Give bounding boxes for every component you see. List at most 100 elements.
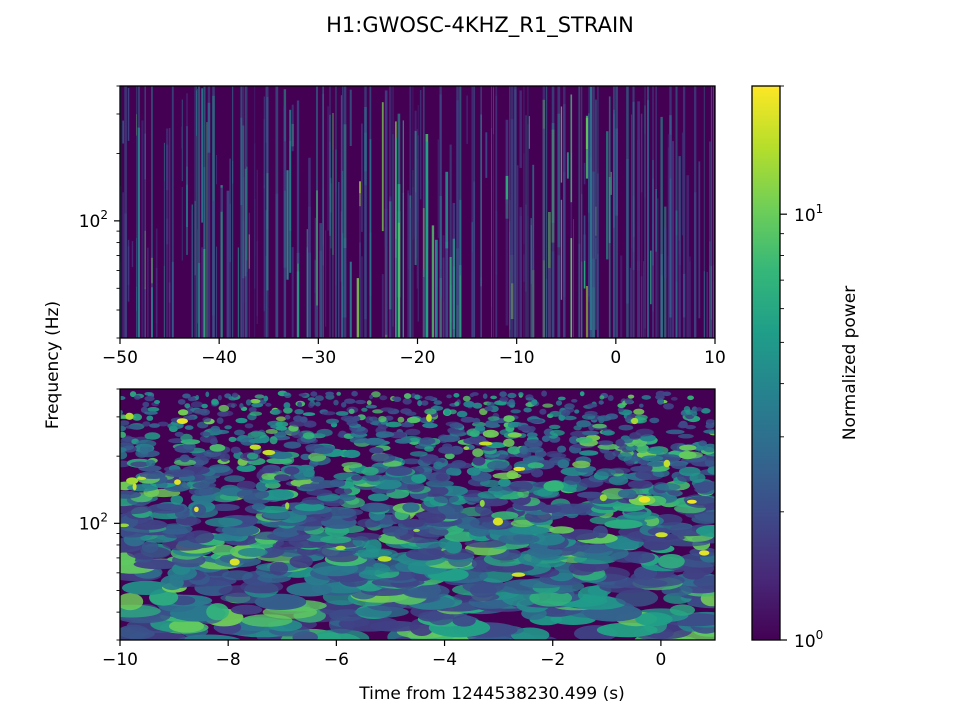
x-tick-label: −40 <box>201 348 237 368</box>
bottom-heatmap-blob <box>417 400 422 407</box>
top-heatmap-streak <box>392 86 394 338</box>
bottom-heatmap-blob <box>607 395 614 401</box>
top-heatmap-streak <box>216 155 218 185</box>
bottom-heatmap-blob <box>420 400 429 406</box>
top-heatmap-streak <box>283 105 287 338</box>
top-heatmap-streak <box>615 86 618 338</box>
bottom-heatmap-blob <box>561 409 571 417</box>
bottom-heatmap-blob <box>524 439 543 448</box>
top-heatmap-streak <box>254 86 256 338</box>
bottom-heatmap-blob <box>446 467 461 476</box>
top-heatmap-streak <box>592 86 595 338</box>
bottom-heatmap-blob <box>367 493 389 502</box>
bottom-heatmap-hotspot <box>479 499 485 507</box>
top-heatmap-streak <box>570 238 573 338</box>
bottom-heatmap-blob <box>254 394 265 399</box>
bottom-heatmap-blob <box>382 526 409 537</box>
bottom-heatmap-blob <box>555 503 590 515</box>
bottom-heatmap-blob <box>202 417 211 423</box>
bottom-heatmap-blob <box>464 539 507 548</box>
bottom-heatmap-blob <box>308 632 362 640</box>
top-heatmap-streak <box>296 100 300 264</box>
x-tick-label: −10 <box>102 650 138 670</box>
bottom-heatmap-blob <box>269 451 293 459</box>
bottom-heatmap-blob <box>371 391 381 398</box>
bottom-heatmap-blob <box>294 409 304 415</box>
top-heatmap-streak <box>542 86 546 338</box>
top-heatmap <box>120 86 715 338</box>
bottom-heatmap-hotspot <box>176 418 188 424</box>
x-tick-label: −2 <box>540 650 565 670</box>
top-heatmap-streak <box>491 86 493 338</box>
top-heatmap-streak <box>445 241 449 338</box>
top-heatmap-streak <box>710 86 712 338</box>
bottom-heatmap-hotspot <box>513 466 524 472</box>
bottom-heatmap-hotspot <box>463 446 470 451</box>
bottom-heatmap-blob <box>184 403 191 409</box>
bottom-heatmap-blob <box>615 439 625 447</box>
bottom-heatmap-blob <box>624 398 633 405</box>
bottom-heatmap-blob <box>482 429 499 438</box>
top-heatmap-streak <box>473 86 476 338</box>
top-heatmap-streak <box>248 234 250 269</box>
bottom-heatmap-blob <box>411 473 427 484</box>
bottom-heatmap-blob <box>326 418 339 425</box>
bottom-heatmap-blob <box>178 409 189 416</box>
bottom-heatmap-blob <box>187 396 196 402</box>
top-heatmap-streak <box>466 95 468 144</box>
bottom-heatmap-blob <box>548 526 575 534</box>
bottom-heatmap-blob <box>670 523 693 537</box>
bottom-heatmap-blob <box>523 407 532 413</box>
bottom-heatmap-blob <box>369 416 378 422</box>
bottom-heatmap-blob <box>360 502 390 513</box>
top-heatmap-streak <box>315 86 318 338</box>
top-heatmap-streak <box>585 117 589 149</box>
bottom-heatmap-blob <box>452 615 476 627</box>
bottom-heatmap-blob <box>509 526 550 535</box>
bottom-heatmap-blob <box>693 481 715 492</box>
bottom-heatmap-hotspot <box>638 496 651 503</box>
top-heatmap-streak <box>414 192 417 237</box>
bottom-heatmap-blob <box>403 393 412 399</box>
bottom-heatmap-blob <box>671 462 687 470</box>
top-heatmap-streak <box>608 177 611 243</box>
top-heatmap-streak <box>356 278 360 338</box>
bottom-heatmap-blob <box>122 580 171 596</box>
top-heatmap-streak <box>181 187 183 261</box>
bottom-heatmap-blob <box>695 407 703 412</box>
top-heatmap-streak <box>629 267 631 338</box>
bottom-heatmap-blob <box>623 511 660 520</box>
bottom-heatmap-blob <box>182 393 191 399</box>
bottom-heatmap-blob <box>351 474 363 481</box>
bottom-x-axis: −10 −8 −6 −4 −2 0 <box>102 640 666 670</box>
bottom-heatmap-blob <box>486 401 495 408</box>
colorbar-label: Normalized power <box>840 286 860 440</box>
bottom-heatmap-hotspot <box>599 494 608 502</box>
bottom-heatmap-blob <box>351 390 358 397</box>
bottom-heatmap-blob <box>635 612 673 627</box>
bottom-heatmap-blob <box>509 481 533 492</box>
bottom-heatmap-blob <box>335 508 364 516</box>
top-heatmap-streak <box>595 99 597 260</box>
bottom-heatmap-blob <box>702 443 715 453</box>
top-heatmap-streak <box>449 257 452 338</box>
bottom-heatmap-blob <box>194 488 216 496</box>
bottom-heatmap-blob <box>299 483 328 490</box>
bottom-heatmap-blob <box>341 402 347 408</box>
top-heatmap-streak <box>181 99 183 182</box>
bottom-heatmap-blob <box>314 447 333 455</box>
top-heatmap-streak <box>330 177 332 249</box>
x-tick-label: −50 <box>102 348 138 368</box>
top-heatmap-streak <box>510 86 514 338</box>
bottom-heatmap-blob <box>244 423 254 429</box>
top-heatmap-streak <box>359 242 361 338</box>
bottom-heatmap-blob <box>445 540 463 554</box>
bottom-heatmap-blob <box>543 480 564 492</box>
bottom-heatmap-hotspot <box>631 417 639 425</box>
top-heatmap-streak <box>530 218 532 284</box>
top-heatmap-streak <box>191 209 193 338</box>
bottom-heatmap-blob <box>263 489 295 501</box>
bottom-heatmap-blob <box>246 452 259 460</box>
top-heatmap-streak <box>637 101 640 338</box>
bottom-heatmap-blob <box>308 452 327 462</box>
